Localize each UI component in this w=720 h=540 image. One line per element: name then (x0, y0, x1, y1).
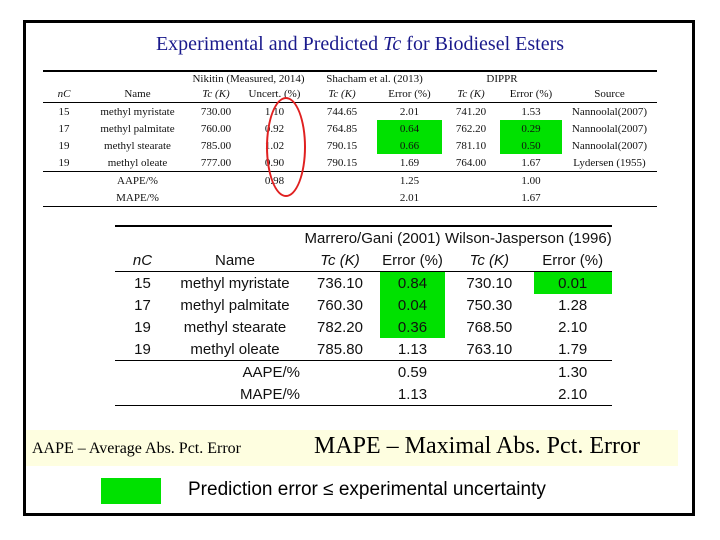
col-header: Tc (K) (442, 85, 500, 103)
footnote-band: AAPE – Average Abs. Pct. Error MAPE – Ma… (26, 430, 678, 466)
summary-row: MAPE/% 1.13 2.10 (115, 383, 612, 406)
col-header: nC (43, 85, 85, 103)
highlight-cell: 0.64 (377, 120, 442, 137)
col-header: Name (85, 85, 190, 103)
slide-title: Experimental and Predicted Tc for Biodie… (155, 33, 565, 55)
table-row: 17 methyl palmitate 760.30 0.04 750.30 1.28 (115, 294, 612, 316)
col-header: Error (%) (380, 249, 445, 272)
highlight-cell: 0.29 (500, 120, 562, 137)
group-header-shacham: Shacham et al. (2013) (307, 70, 442, 85)
col-header: Tc (K) (445, 249, 534, 272)
highlight-cell: 0.50 (500, 137, 562, 154)
table-nikitin-shacham-dippr: Nikitin (Measured, 2014) Shacham et al. … (43, 70, 657, 207)
highlight-cell: 0.01 (533, 271, 612, 294)
table-marrero-wilson: Marrero/Gani (2001) Wilson-Jasperson (19… (115, 225, 612, 406)
col-header: Source (562, 85, 657, 103)
group-header-marrero: Marrero/Gani (2001) (300, 225, 445, 249)
col-header: Error (%) (533, 249, 612, 272)
col-header: Tc (K) (190, 85, 242, 103)
col-header: Uncert. (%) (242, 85, 307, 103)
col-header: Name (170, 249, 300, 272)
highlight-cell: 0.66 (377, 137, 442, 154)
table-row: 19 methyl stearate 782.20 0.36 768.50 2.10 (115, 316, 612, 338)
highlight-cell: 0.36 (380, 316, 445, 338)
table-row: 19 methyl stearate 785.00 1.02 790.15 0.66 781… (43, 137, 657, 154)
table-row: 15 methyl myristate 730.00 1.10 744.65 2.01 74… (58, 105, 648, 118)
summary-row: AAPE/% 0.59 1.30 (115, 360, 612, 383)
col-header: Error (%) (500, 85, 562, 103)
uncertainty-circle-annotation (266, 97, 306, 197)
table-row: 19 methyl oleate 785.80 1.13 763.10 1.79 (134, 340, 588, 358)
highlight-cell: 0.04 (380, 294, 445, 316)
mape-definition: MAPE – Maximal Abs. Pct. Error (314, 433, 640, 459)
col-header: Tc (K) (300, 249, 380, 272)
highlight-cell: 0.84 (380, 271, 445, 294)
group-header-dippr: DIPPR (442, 70, 562, 85)
col-header: Tc (K) (307, 85, 377, 103)
legend-text: Prediction error ≤ experimental uncertai… (188, 479, 546, 500)
aape-definition: AAPE – Average Abs. Pct. Error (32, 440, 241, 457)
group-header-nikitin: Nikitin (Measured, 2014) (190, 70, 307, 85)
summary-row: MAPE/% 2.01 1.67 (43, 189, 657, 207)
table-row: 17 methyl palmitate 760.00 0.92 764.85 0.64 76… (43, 120, 657, 137)
col-header: Error (%) (377, 85, 442, 103)
group-header-wilson: Wilson-Jasperson (1996) (445, 225, 612, 249)
legend-swatch (101, 478, 161, 504)
table-row: 19 methyl oleate 777.00 0.90 790.15 1.69 764.0… (58, 156, 646, 169)
col-header: nC (115, 249, 170, 272)
summary-row: AAPE/% 0.98 1.25 1.00 (43, 171, 657, 189)
table-row: 15 methyl myristate 736.10 0.84 730.10 0.01 (115, 271, 612, 294)
